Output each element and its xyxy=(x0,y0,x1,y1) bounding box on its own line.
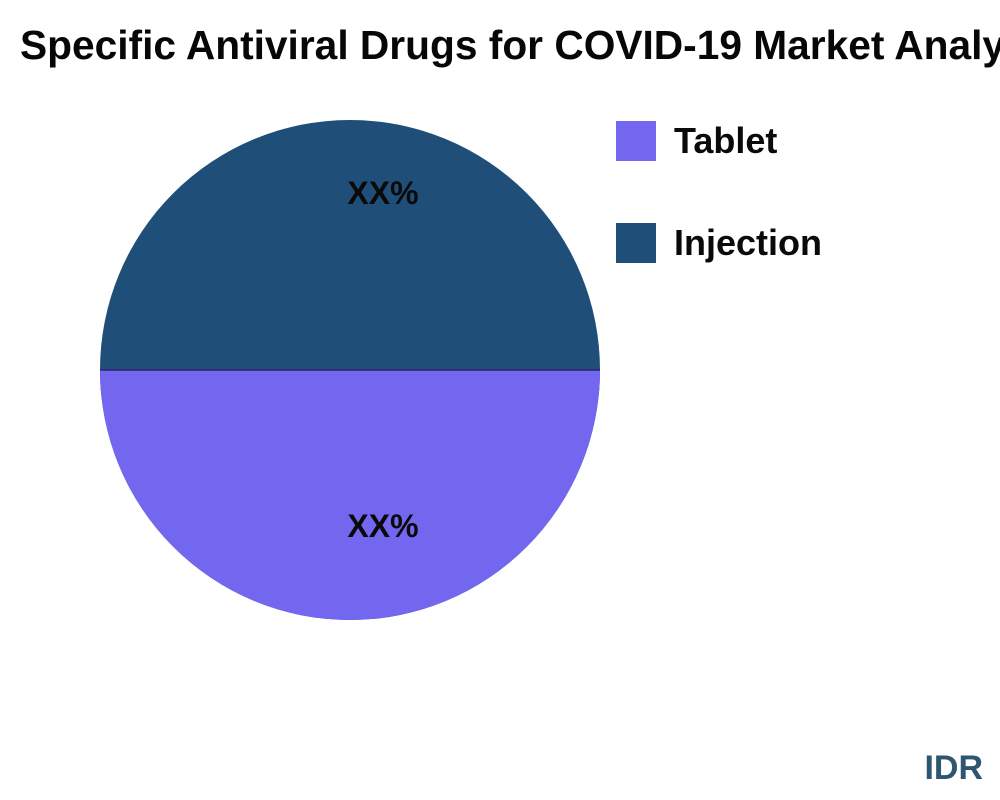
svg-text:XX%: XX% xyxy=(347,508,418,544)
svg-text:XX%: XX% xyxy=(347,175,418,211)
